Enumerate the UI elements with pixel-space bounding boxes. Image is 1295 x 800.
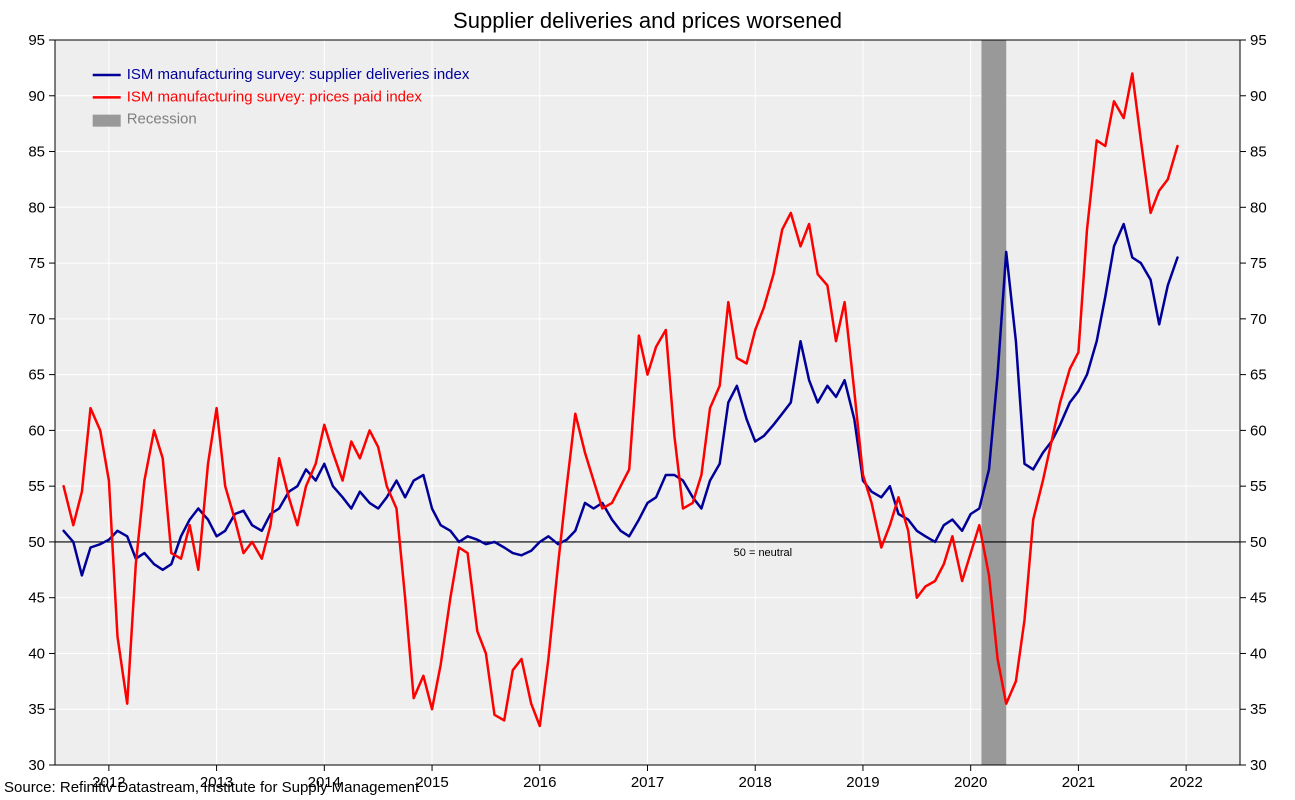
ytick-label-right: 85 bbox=[1250, 144, 1267, 161]
xtick-label: 2016 bbox=[523, 774, 556, 791]
ytick-label-left: 75 bbox=[28, 255, 45, 272]
chart-title: Supplier deliveries and prices worsened bbox=[0, 8, 1295, 34]
xtick-label: 2021 bbox=[1062, 774, 1095, 791]
chart-container: Supplier deliveries and prices worsened … bbox=[0, 0, 1295, 800]
xtick-label: 2017 bbox=[631, 774, 664, 791]
ytick-label-right: 65 bbox=[1250, 367, 1267, 384]
xtick-label: 2018 bbox=[739, 774, 772, 791]
xtick-label: 2022 bbox=[1169, 774, 1202, 791]
legend-label: ISM manufacturing survey: prices paid in… bbox=[127, 88, 423, 105]
xtick-label: 2019 bbox=[846, 774, 879, 791]
ytick-label-right: 60 bbox=[1250, 422, 1267, 439]
ytick-label-left: 50 bbox=[28, 534, 45, 551]
ytick-label-right: 45 bbox=[1250, 590, 1267, 607]
ytick-label-right: 40 bbox=[1250, 645, 1267, 662]
ytick-label-left: 65 bbox=[28, 367, 45, 384]
source-note: Source: Refinitiv Datastream, Institute … bbox=[4, 779, 419, 796]
legend-swatch-recession bbox=[93, 115, 121, 127]
ytick-label-left: 45 bbox=[28, 590, 45, 607]
ytick-label-right: 55 bbox=[1250, 478, 1267, 495]
ytick-label-left: 70 bbox=[28, 311, 45, 328]
ytick-label-right: 30 bbox=[1250, 757, 1267, 774]
ytick-label-left: 95 bbox=[28, 32, 45, 49]
ytick-label-right: 90 bbox=[1250, 88, 1267, 105]
chart-svg: 50 = neutral 30 30 35 35 40 40 45 45 50 50 55 55 60 60… bbox=[0, 0, 1295, 800]
ytick-label-right: 50 bbox=[1250, 534, 1267, 551]
ytick-label-left: 60 bbox=[28, 422, 45, 439]
ytick-label-right: 80 bbox=[1250, 199, 1267, 216]
ytick-label-left: 35 bbox=[28, 701, 45, 718]
xtick-label: 2020 bbox=[954, 774, 987, 791]
ytick-label-right: 35 bbox=[1250, 701, 1267, 718]
ytick-label-left: 85 bbox=[28, 144, 45, 161]
legend-label: Recession bbox=[127, 111, 197, 128]
ytick-label-left: 55 bbox=[28, 478, 45, 495]
ytick-label-left: 80 bbox=[28, 199, 45, 216]
ytick-label-left: 90 bbox=[28, 88, 45, 105]
ytick-label-right: 70 bbox=[1250, 311, 1267, 328]
neutral-line-label: 50 = neutral bbox=[734, 547, 792, 559]
legend-label: ISM manufacturing survey: supplier deliv… bbox=[127, 66, 470, 83]
ytick-label-left: 40 bbox=[28, 645, 45, 662]
ytick-label-right: 95 bbox=[1250, 32, 1267, 49]
xtick-label: 2015 bbox=[415, 774, 448, 791]
ytick-label-left: 30 bbox=[28, 757, 45, 774]
ytick-label-right: 75 bbox=[1250, 255, 1267, 272]
